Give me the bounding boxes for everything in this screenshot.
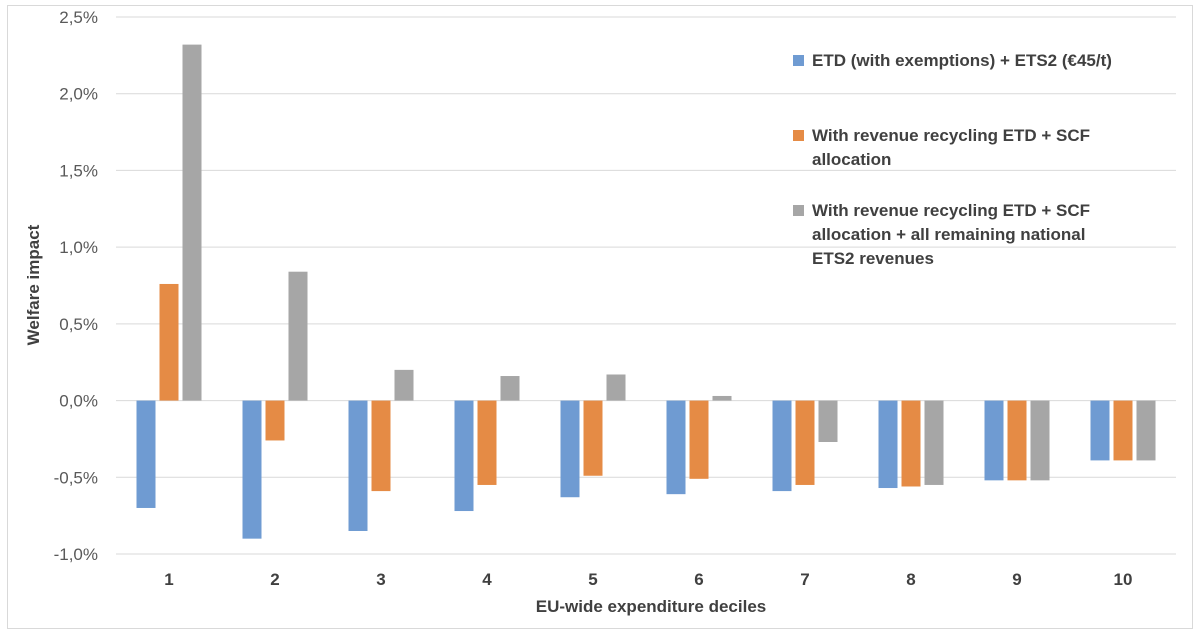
y-tick-label: 0,5% xyxy=(59,315,98,334)
legend-swatch-1 xyxy=(793,55,804,66)
bar-series-2-decile-9 xyxy=(1007,400,1027,481)
bar-series-3-decile-4 xyxy=(500,376,520,401)
x-tick-label: 3 xyxy=(376,570,385,589)
x-tick-label: 6 xyxy=(694,570,703,589)
x-tick-label: 1 xyxy=(164,570,173,589)
x-tick-label: 7 xyxy=(800,570,809,589)
bar-series-2-decile-1 xyxy=(159,283,179,401)
bar-series-1-decile-1 xyxy=(136,400,156,508)
y-tick-label: 1,0% xyxy=(59,238,98,257)
x-tick-label: 10 xyxy=(1114,570,1133,589)
bars xyxy=(136,44,1156,539)
bar-series-1-decile-10 xyxy=(1090,400,1110,461)
bar-series-3-decile-9 xyxy=(1030,400,1050,481)
legend-swatch-3 xyxy=(793,205,804,216)
chart-frame xyxy=(7,5,1193,629)
bar-series-2-decile-10 xyxy=(1113,400,1133,461)
bar-series-3-decile-5 xyxy=(606,374,626,401)
bar-series-2-decile-6 xyxy=(689,400,709,479)
bar-series-1-decile-8 xyxy=(878,400,898,489)
bar-series-2-decile-2 xyxy=(265,400,285,441)
bar-series-1-decile-2 xyxy=(242,400,262,539)
bar-series-2-decile-8 xyxy=(901,400,921,487)
bar-series-1-decile-3 xyxy=(348,400,368,531)
legend-entry-3: With revenue recycling ETD + SCF allocati… xyxy=(812,201,1090,268)
x-axis-ticks: 1 2 3 4 5 6 7 8 9 10 xyxy=(164,570,1132,589)
x-tick-label: 9 xyxy=(1012,570,1021,589)
legend-entry-1: ETD (with exemptions) + ETS2 (€45/t) xyxy=(812,51,1112,70)
bar-series-3-decile-3 xyxy=(394,369,414,401)
x-tick-label: 4 xyxy=(482,570,492,589)
y-axis-title: Welfare impact xyxy=(24,224,43,345)
bar-series-3-decile-8 xyxy=(924,400,944,485)
legend: ETD (with exemptions) + ETS2 (€45/t) With… xyxy=(793,51,1112,268)
bar-series-3-decile-7 xyxy=(818,400,838,442)
y-tick-label: -1,0% xyxy=(54,545,98,564)
x-axis-title: EU-wide expenditure deciles xyxy=(536,597,767,616)
y-tick-label: 0,0% xyxy=(59,392,98,411)
bar-series-1-decile-6 xyxy=(666,400,686,495)
bar-series-2-decile-3 xyxy=(371,400,391,492)
legend-swatch-2 xyxy=(793,130,804,141)
y-tick-label: -0,5% xyxy=(54,468,98,487)
bar-series-3-decile-10 xyxy=(1136,400,1156,461)
bar-series-1-decile-7 xyxy=(772,400,792,492)
bar-series-2-decile-5 xyxy=(583,400,603,476)
y-tick-label: 1,5% xyxy=(59,161,98,180)
y-axis-ticks: 2,5% 2,0% 1,5% 1,0% 0,5% 0,0% -0,5% -1,0% xyxy=(54,8,98,564)
bar-series-1-decile-9 xyxy=(984,400,1004,481)
legend-entry-2: With revenue recycling ETD + SCF allocati… xyxy=(812,126,1090,169)
x-tick-label: 2 xyxy=(270,570,279,589)
x-tick-label: 5 xyxy=(588,570,597,589)
y-tick-label: 2,0% xyxy=(59,85,98,104)
bar-series-2-decile-7 xyxy=(795,400,815,485)
bar-series-1-decile-4 xyxy=(454,400,474,512)
bar-series-2-decile-4 xyxy=(477,400,497,485)
bar-series-3-decile-6 xyxy=(712,395,732,401)
x-tick-label: 8 xyxy=(906,570,915,589)
bar-series-3-decile-2 xyxy=(288,271,308,401)
y-tick-label: 2,5% xyxy=(59,8,98,27)
bar-series-1-decile-5 xyxy=(560,400,580,498)
bar-series-3-decile-1 xyxy=(182,44,202,401)
